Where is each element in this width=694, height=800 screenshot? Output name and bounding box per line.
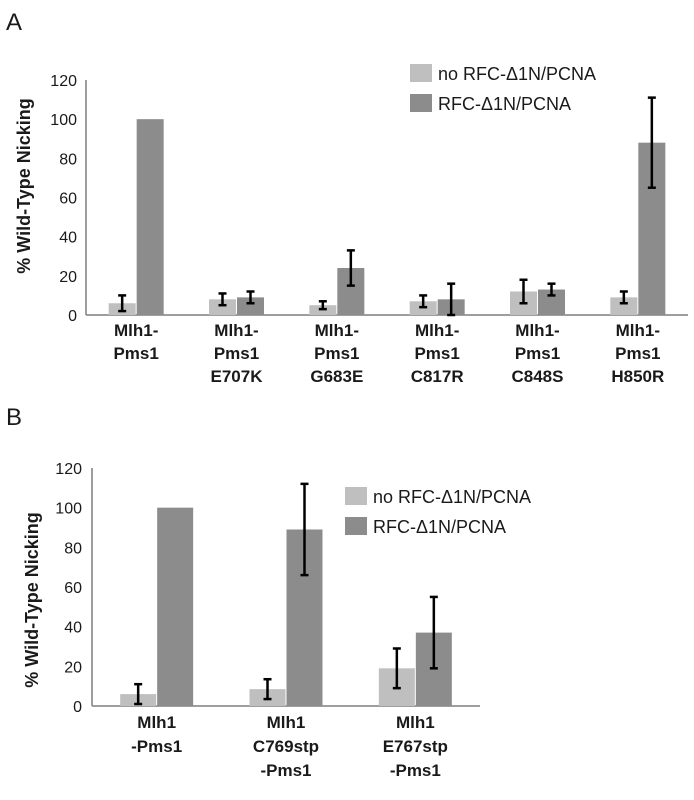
y-tick-label: 120 (50, 73, 77, 90)
x-category-label: Mlh1- (515, 321, 559, 340)
legend-label: no RFC-Δ1N/PCNA (438, 64, 596, 84)
x-category-label: C769stp (253, 737, 319, 756)
panel-letter: B (6, 404, 22, 431)
x-category-label: -Pms1 (390, 761, 441, 780)
bar (209, 299, 236, 315)
category-labels: Mlh1- Pms1 Mlh1- Pms1 E707K Mlh1- Pms1 G683E Mlh… (113, 321, 664, 386)
y-tick-label: 100 (50, 112, 77, 129)
panel-letter: A (6, 9, 22, 36)
x-category-label: Pms1 (113, 344, 158, 363)
error-bars (134, 482, 438, 706)
bar (610, 297, 638, 315)
x-category-label: Mlh1- (114, 321, 158, 340)
x-category-label: C848S (512, 367, 564, 386)
bar (237, 297, 264, 315)
x-category-label: Pms1 (515, 344, 560, 363)
y-tick-label: 80 (64, 540, 82, 557)
y-tick-label: 80 (59, 151, 77, 168)
y-tick-label: 40 (64, 620, 82, 637)
y-tick-label: 60 (64, 580, 82, 597)
x-category-label: C817R (411, 367, 464, 386)
y-tick-label: 20 (64, 659, 82, 676)
x-category-label: Mlh1 (137, 713, 176, 732)
x-category-label: Pms1 (314, 344, 359, 363)
axes (91, 468, 480, 707)
bars (108, 119, 666, 316)
x-category-label: E767stp (383, 737, 448, 756)
legend-swatch (410, 64, 432, 82)
x-category-label: Mlh1- (616, 321, 660, 340)
x-category-label: -Pms1 (260, 761, 311, 780)
bars (120, 507, 452, 706)
chart-panel-b: B % Wild-Type Nicking 0 20 40 60 80 100 120 Ml… (6, 404, 531, 780)
category-labels: Mlh1 -Pms1 Mlh1 C769stp -Pms1 Mlh1 E767stp -Pms… (131, 713, 448, 780)
bar (136, 119, 164, 316)
error-bars (118, 96, 656, 317)
legend-swatch (410, 94, 432, 112)
x-category-label: H850R (611, 367, 664, 386)
y-tick-labels: 0 20 40 60 80 100 120 (55, 461, 82, 716)
y-tick-label: 20 (59, 269, 77, 286)
legend: no RFC-Δ1N/PCNA RFC-Δ1N/PCNA (410, 64, 596, 114)
x-category-label: G683E (310, 367, 363, 386)
bar (157, 507, 194, 706)
y-axis-title: % Wild-Type Nicking (14, 98, 34, 274)
y-tick-label: 60 (59, 191, 77, 208)
y-axis-title: % Wild-Type Nicking (22, 512, 42, 688)
y-tick-label: 120 (55, 461, 82, 478)
legend: no RFC-Δ1N/PCNA RFC-Δ1N/PCNA (345, 487, 531, 537)
x-category-label: Pms1 (615, 344, 660, 363)
chart-panel-a: A % Wild-Type Nicking 0 20 40 60 80 100 120 Ml… (6, 9, 688, 386)
legend-label: RFC-Δ1N/PCNA (438, 94, 571, 114)
x-category-label: Pms1 (414, 344, 459, 363)
x-category-label: Mlh1 (267, 713, 306, 732)
legend-label: RFC-Δ1N/PCNA (373, 517, 506, 537)
y-tick-labels: 0 20 40 60 80 100 120 (50, 73, 77, 325)
y-tick-label: 40 (59, 230, 77, 247)
y-tick-label: 100 (55, 501, 82, 518)
x-category-label: E707K (211, 367, 264, 386)
x-category-label: Pms1 (214, 344, 259, 363)
legend-swatch (345, 517, 367, 535)
x-category-label: Mlh1- (315, 321, 359, 340)
y-tick-label: 0 (68, 308, 77, 325)
x-category-label: Mlh1 (396, 713, 435, 732)
x-category-label: Mlh1- (415, 321, 459, 340)
legend-label: no RFC-Δ1N/PCNA (373, 487, 531, 507)
y-tick-label: 0 (73, 699, 82, 716)
x-category-label: Mlh1- (214, 321, 258, 340)
legend-swatch (345, 487, 367, 505)
x-category-label: -Pms1 (131, 737, 182, 756)
axes (85, 80, 688, 316)
